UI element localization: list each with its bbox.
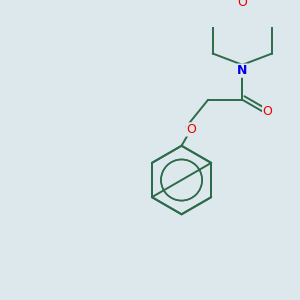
Text: O: O [237, 0, 247, 9]
Text: N: N [237, 64, 248, 77]
Text: O: O [186, 123, 196, 136]
Text: O: O [263, 105, 273, 118]
